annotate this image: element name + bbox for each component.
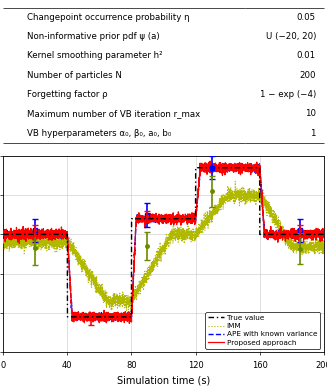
X-axis label: Simulation time (s): Simulation time (s) [117,375,210,385]
Legend: True value, IMM, APE with known variance, Proposed approach: True value, IMM, APE with known variance… [205,312,320,349]
